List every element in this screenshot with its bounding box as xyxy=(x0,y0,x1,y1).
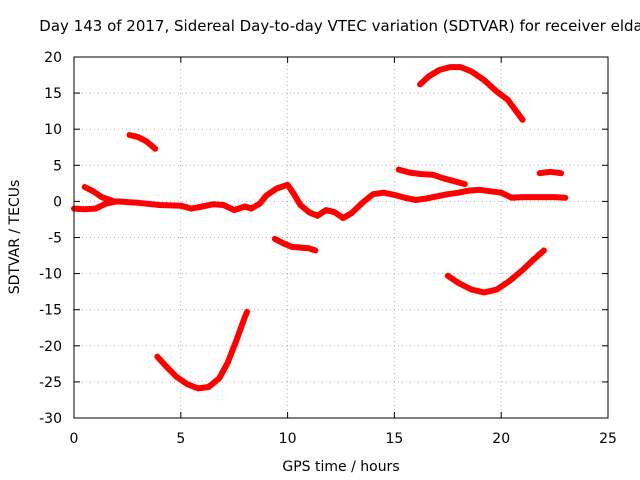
series-layer xyxy=(71,64,569,392)
series-arc-plus4 xyxy=(395,166,468,188)
x-tick-label: 20 xyxy=(492,431,510,447)
y-axis-label: SDTVAR / TECUs xyxy=(7,180,23,295)
grid xyxy=(74,57,608,418)
x-tick-label: 25 xyxy=(599,431,617,447)
y-tick-label: -5 xyxy=(48,231,62,247)
y-tick-label: -30 xyxy=(39,411,62,427)
x-axis-label: GPS time / hours xyxy=(282,459,399,475)
y-tick-label: 0 xyxy=(53,194,62,210)
y-tick-label: 20 xyxy=(44,50,62,66)
x-tick-label: 10 xyxy=(279,431,297,447)
series-arc-bowl xyxy=(154,308,250,392)
x-tick-label: 0 xyxy=(70,431,79,447)
series-arc-right-bowl xyxy=(444,247,547,296)
y-tick-label: -10 xyxy=(39,267,62,283)
y-tick-label: -15 xyxy=(39,303,62,319)
x-tick-label: 15 xyxy=(385,431,403,447)
y-tick-label: 5 xyxy=(53,158,62,174)
series-arc-main xyxy=(71,181,569,221)
y-tick-label: -25 xyxy=(39,375,62,391)
y-tick-label: -20 xyxy=(39,339,62,355)
series-arc-top-right xyxy=(417,64,526,123)
y-tick-label: 15 xyxy=(44,86,62,102)
series-arc-early-rise xyxy=(81,184,116,204)
ticks: 0 5 10 15 20 25 -30 -25 -20 -15 -10 -5 0 5 10 15 20 xyxy=(39,50,617,447)
series-arc-mid-neg xyxy=(271,235,319,254)
x-tick-label: 5 xyxy=(176,431,185,447)
series-arc-small-top xyxy=(126,132,159,152)
y-tick-label: 10 xyxy=(44,122,62,138)
chart-title: Day 143 of 2017, Sidereal Day-to-day VTE… xyxy=(39,17,640,35)
series-arc-short-plus4 xyxy=(536,168,564,177)
